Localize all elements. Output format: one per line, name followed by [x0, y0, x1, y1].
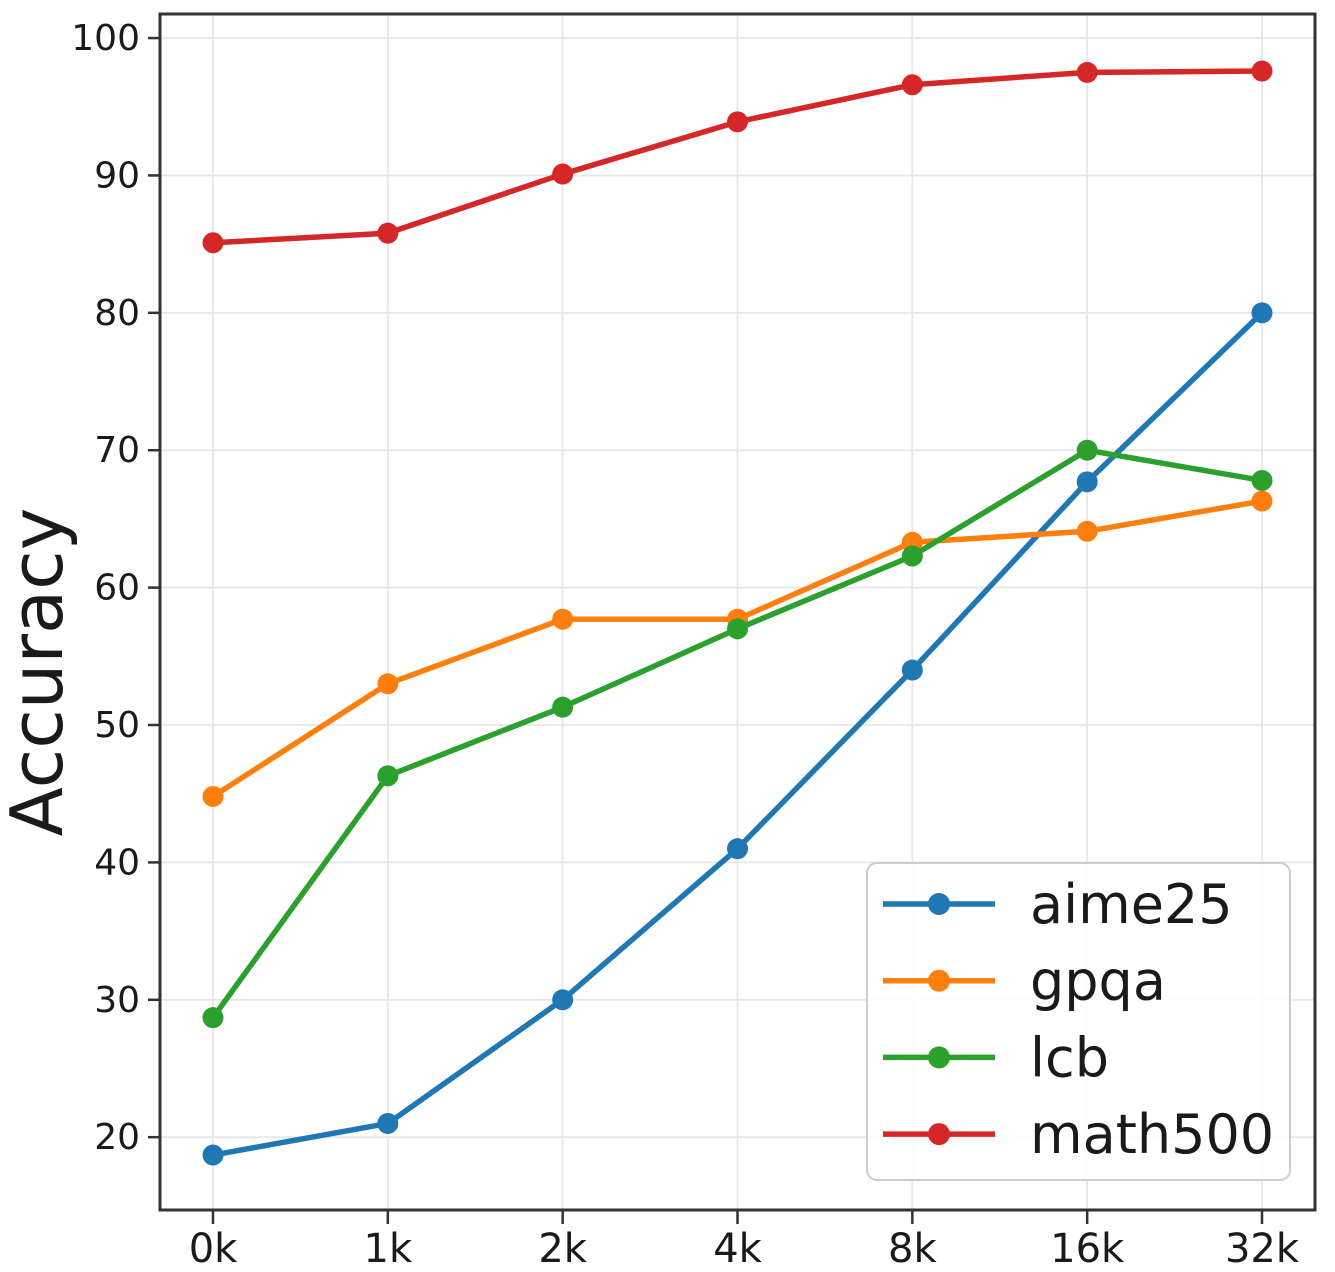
series-marker-lcb	[1251, 469, 1273, 491]
series-marker-aime25	[727, 838, 748, 860]
y-tick-label: 100	[71, 18, 140, 59]
x-tick-label: 1k	[364, 1226, 413, 1272]
series-marker-aime25	[552, 989, 574, 1011]
series-marker-gpqa	[202, 785, 224, 807]
series-marker-lcb	[377, 765, 399, 787]
x-tick-label: 2k	[538, 1226, 587, 1272]
legend-label-gpqa: gpqa	[1030, 950, 1166, 1013]
y-tick-label: 80	[94, 293, 140, 334]
legend-label-lcb: lcb	[1030, 1026, 1109, 1089]
y-tick-label: 40	[94, 842, 140, 883]
y-tick-label: 50	[94, 705, 140, 746]
series-marker-aime25	[901, 659, 923, 681]
series-marker-math500	[901, 74, 923, 96]
legend-box	[866, 862, 1291, 1181]
series-marker-aime25	[1251, 302, 1273, 324]
series-marker-math500	[1251, 60, 1273, 82]
y-tick-label: 60	[94, 568, 140, 609]
series-marker-lcb	[202, 1007, 224, 1029]
series-marker-gpqa	[377, 673, 399, 695]
series-marker-aime25	[377, 1112, 399, 1134]
legend-marker-gpqa	[928, 969, 950, 992]
x-tick-label: 4k	[713, 1226, 762, 1272]
series-marker-lcb	[552, 696, 574, 718]
legend-label-aime25: aime25	[1030, 873, 1233, 936]
series-marker-math500	[377, 222, 399, 244]
legend-marker-math500	[928, 1123, 950, 1146]
x-tick-label: 32k	[1225, 1226, 1300, 1272]
series-marker-lcb	[1076, 439, 1098, 461]
legend-label-math500: math500	[1030, 1103, 1274, 1166]
legend-marker-lcb	[928, 1046, 950, 1069]
y-tick-label: 30	[94, 980, 140, 1021]
series-marker-gpqa	[1251, 490, 1273, 512]
series-marker-gpqa	[552, 608, 574, 630]
series-marker-aime25	[202, 1144, 224, 1166]
x-tick-label: 8k	[888, 1226, 937, 1272]
y-tick-label: 90	[94, 155, 140, 196]
series-marker-math500	[202, 232, 224, 254]
y-tick-label: 70	[94, 430, 140, 471]
y-tick-label: 20	[94, 1117, 140, 1158]
series-marker-aime25	[1076, 471, 1098, 493]
y-axis-label: Accuracy	[0, 508, 79, 837]
x-tick-label: 16k	[1050, 1226, 1125, 1272]
series-marker-lcb	[901, 545, 923, 567]
series-marker-math500	[1076, 61, 1098, 83]
legend-marker-aime25	[928, 893, 950, 915]
series-marker-gpqa	[1076, 520, 1098, 542]
series-marker-math500	[727, 111, 748, 133]
x-tick-label: 0k	[189, 1226, 238, 1272]
series-marker-lcb	[727, 618, 748, 640]
series-marker-math500	[552, 163, 574, 185]
